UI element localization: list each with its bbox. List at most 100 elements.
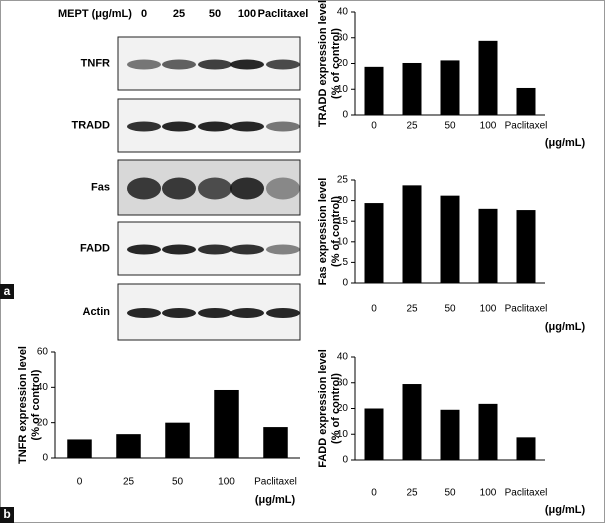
x-unit-label: (μg/mL) <box>255 494 296 506</box>
y-tick-label: 60 <box>37 347 49 358</box>
x-tick-label: 100 <box>480 121 497 132</box>
y-axis-label: Fas expression level <box>317 178 329 286</box>
band <box>198 121 232 132</box>
bar <box>402 384 422 460</box>
x-tick-label: 100 <box>480 304 497 315</box>
y-tick-label: 0 <box>342 455 348 466</box>
row-label: TRADD <box>72 119 111 131</box>
x-tick-label: Paclitaxel <box>505 304 548 315</box>
band <box>198 308 232 318</box>
y-axis-label: FADD expression level <box>317 349 329 468</box>
band <box>266 121 300 132</box>
band <box>266 59 300 70</box>
y-tick-label: 10 <box>337 84 349 95</box>
band <box>230 121 264 132</box>
bar <box>67 439 92 458</box>
band <box>127 59 161 70</box>
band <box>198 177 232 200</box>
x-tick-label: 0 <box>371 304 377 315</box>
band <box>127 308 161 318</box>
band <box>162 59 196 70</box>
bar <box>478 403 498 460</box>
x-tick-label: 50 <box>444 488 456 499</box>
x-tick-label: 0 <box>371 488 377 499</box>
lane-label: 25 <box>173 8 185 20</box>
bar <box>440 409 460 460</box>
bar <box>516 437 536 460</box>
band <box>266 177 300 200</box>
band <box>230 308 264 318</box>
bar <box>364 203 384 283</box>
x-unit-label: (μg/mL) <box>545 321 586 333</box>
band <box>127 177 161 200</box>
x-tick-label: 25 <box>406 121 418 132</box>
lane-label: 100 <box>238 8 256 20</box>
y-tick-label: 0 <box>342 110 348 121</box>
bar <box>116 434 141 458</box>
panel-label-box <box>0 507 14 523</box>
band <box>230 177 264 200</box>
lane-label: 0 <box>141 8 147 20</box>
x-tick-label: 25 <box>406 304 418 315</box>
y-axis-label: TNFR expression level <box>17 346 29 464</box>
bar <box>478 208 498 283</box>
panel-label: b <box>3 507 10 521</box>
y-tick-label: 40 <box>337 7 349 18</box>
lane-label: 50 <box>209 8 221 20</box>
band <box>162 308 196 318</box>
band <box>230 244 264 255</box>
y-tick-label: 20 <box>337 403 349 414</box>
row-label: TNFR <box>81 57 110 69</box>
band <box>127 244 161 255</box>
band <box>230 59 264 70</box>
y-tick-label: 40 <box>37 382 49 393</box>
bar <box>402 185 422 283</box>
bar <box>364 408 384 460</box>
bar <box>364 66 384 115</box>
bar <box>440 195 460 283</box>
y-tick-label: 25 <box>337 175 349 186</box>
y-tick-label: 0 <box>42 453 48 464</box>
row-label: Actin <box>83 306 111 318</box>
y-tick-label: 30 <box>337 32 349 43</box>
bar <box>440 60 460 115</box>
y-axis-label: (% of control) <box>330 373 342 444</box>
y-tick-label: 5 <box>342 257 348 268</box>
bar <box>165 422 190 458</box>
x-tick-label: Paclitaxel <box>254 477 297 488</box>
y-tick-label: 30 <box>337 377 349 388</box>
band <box>162 244 196 255</box>
y-tick-label: 15 <box>337 216 349 227</box>
y-axis-label: (% of control) <box>330 196 342 267</box>
x-unit-label: (μg/mL) <box>545 504 586 516</box>
band <box>198 59 232 70</box>
bar <box>478 40 498 116</box>
y-axis-label: (% of control) <box>330 28 342 99</box>
band <box>266 308 300 318</box>
x-tick-label: 50 <box>172 477 184 488</box>
y-tick-label: 40 <box>337 352 349 363</box>
y-tick-label: 20 <box>37 417 49 428</box>
bar <box>263 427 288 458</box>
band <box>266 244 300 255</box>
x-tick-label: 0 <box>371 121 377 132</box>
x-tick-label: 100 <box>218 477 235 488</box>
band <box>162 177 196 200</box>
y-axis-label: (% of control) <box>30 369 42 440</box>
band <box>198 244 232 255</box>
row-label: FADD <box>80 242 110 254</box>
y-axis-label: TRADD expression level <box>317 0 329 127</box>
x-tick-label: 25 <box>406 488 418 499</box>
x-tick-label: 50 <box>444 121 456 132</box>
bar <box>516 210 536 283</box>
lane-label: Paclitaxel <box>258 8 309 20</box>
y-tick-label: 0 <box>342 278 348 289</box>
y-tick-label: 20 <box>337 195 349 206</box>
y-tick-label: 10 <box>337 236 349 247</box>
x-tick-label: 50 <box>444 304 456 315</box>
x-tick-label: Paclitaxel <box>505 488 548 499</box>
bar <box>402 62 422 115</box>
bar <box>516 87 536 115</box>
